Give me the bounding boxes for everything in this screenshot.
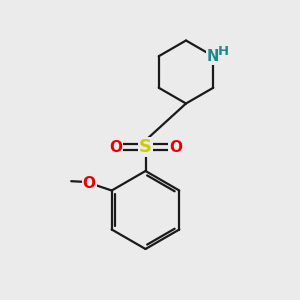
Text: S: S [139, 138, 152, 156]
Text: O: O [83, 176, 96, 190]
Text: H: H [218, 45, 229, 58]
Text: N: N [207, 49, 220, 64]
Text: O: O [109, 140, 122, 154]
Text: O: O [169, 140, 182, 154]
